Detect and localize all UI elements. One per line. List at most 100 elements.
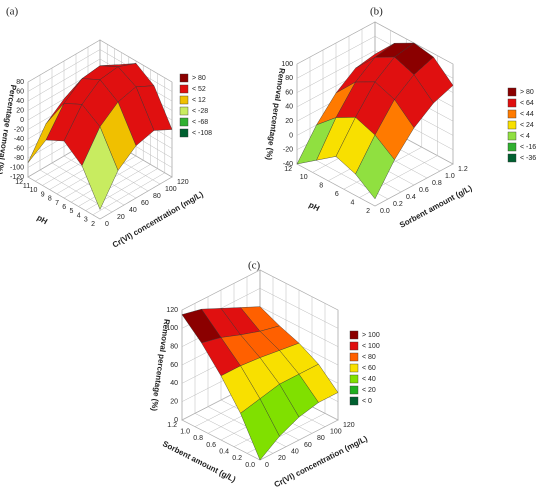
- legend-label: < 40: [362, 376, 376, 383]
- y-tick-label: 60: [304, 442, 312, 449]
- surface-patch: [355, 134, 395, 200]
- legend-swatch: [349, 330, 359, 340]
- panel-label: (b): [370, 6, 383, 18]
- legend-label: < -28: [192, 108, 208, 115]
- y-tick-label: 0: [105, 221, 109, 228]
- legend-swatch: [507, 109, 517, 119]
- x-tick-label: 12: [15, 179, 23, 186]
- x-tick-label: 0.2: [232, 455, 242, 462]
- legend-swatch: [507, 131, 517, 141]
- z-tick-label: 0: [20, 117, 24, 124]
- y-tick-label: 0.6: [419, 187, 429, 194]
- legend-swatch: [349, 374, 359, 384]
- x-axis-label: Sorbent amount (g/L): [161, 439, 237, 484]
- legend-swatch: [349, 363, 359, 373]
- z-tick-label: -20: [283, 147, 293, 154]
- x-axis-label: pH: [35, 213, 49, 226]
- x-axis-label: pH: [307, 200, 321, 213]
- x-tick-label: 1.0: [180, 429, 190, 436]
- y-tick-label: 20: [278, 455, 286, 462]
- grid-line: [27, 39, 173, 83]
- z-tick-label: 80: [285, 75, 293, 82]
- y-tick-label: 0.4: [406, 194, 416, 201]
- panel-label: (c): [248, 260, 261, 272]
- surface-patch: [240, 398, 280, 461]
- y-tick-label: 100: [165, 186, 177, 193]
- legend-swatch: [179, 95, 189, 105]
- x-tick-label: 12: [284, 166, 292, 173]
- x-tick-label: 0.6: [206, 442, 216, 449]
- z-tick-label: 20: [285, 118, 293, 125]
- y-tick-label: 0.0: [380, 208, 390, 215]
- legend-label: < 44: [520, 111, 534, 118]
- x-tick-label: 4: [77, 212, 81, 219]
- z-axis-label: Removal percentage (%): [149, 318, 171, 412]
- legend-label: > 100: [362, 332, 380, 339]
- z-tick-label: -20: [14, 126, 24, 133]
- x-tick-label: 8: [319, 183, 323, 190]
- y-tick-label: 1.2: [458, 166, 468, 173]
- y-axis-label: Sorbent amount (g/L): [398, 183, 474, 229]
- legend-label: < 64: [520, 100, 534, 107]
- y-tick-label: 0.2: [393, 201, 403, 208]
- y-tick-label: 40: [291, 449, 299, 456]
- legend-label: < 60: [362, 365, 376, 372]
- legend-label: < -68: [192, 119, 208, 126]
- z-tick-label: 20: [16, 107, 24, 114]
- legend-swatch: [349, 352, 359, 362]
- z-tick-label: 40: [16, 98, 24, 105]
- legend-swatch: [507, 153, 517, 163]
- z-tick-label: -80: [14, 155, 24, 162]
- x-tick-label: 2: [91, 221, 95, 228]
- z-tick-label: 100: [281, 61, 293, 68]
- grid-line: [181, 269, 339, 311]
- y-tick-label: 80: [153, 193, 161, 200]
- z-tick-label: -120: [10, 174, 24, 181]
- z-tick-label: 100: [166, 325, 178, 332]
- y-tick-label: 40: [129, 207, 137, 214]
- legend-label: < 52: [192, 86, 206, 93]
- z-tick-label: 0: [289, 132, 293, 139]
- x-tick-label: 4: [350, 199, 354, 206]
- x-tick-label: 3: [84, 217, 88, 224]
- z-tick-label: 40: [285, 104, 293, 111]
- legend-swatch: [507, 142, 517, 152]
- grid-line: [296, 21, 454, 65]
- panel-label: (a): [6, 6, 19, 18]
- x-tick-label: 2: [366, 208, 370, 215]
- legend-label: < -16: [520, 144, 536, 151]
- x-tick-label: 11: [23, 183, 30, 190]
- legend-label: < 24: [520, 122, 534, 129]
- z-tick-label: 80: [16, 79, 24, 86]
- legend-label: > 80: [192, 75, 206, 82]
- z-tick-label: 60: [16, 88, 24, 95]
- x-tick-label: 6: [335, 191, 339, 198]
- y-tick-label: 1.0: [445, 173, 455, 180]
- y-tick-label: 80: [317, 435, 325, 442]
- legend-label: < 80: [362, 354, 376, 361]
- z-tick-label: 0: [174, 417, 178, 424]
- legend-swatch: [179, 73, 189, 83]
- z-tick-label: -40: [14, 136, 24, 143]
- x-tick-label: 8: [48, 196, 52, 203]
- legend-swatch: [349, 385, 359, 395]
- legend-swatch: [507, 87, 517, 97]
- x-tick-label: 10: [300, 174, 308, 181]
- x-tick-label: 1.2: [167, 422, 177, 429]
- z-tick-label: 40: [170, 380, 178, 387]
- legend-label: < 20: [362, 387, 376, 394]
- x-tick-label: 0.8: [193, 435, 203, 442]
- z-tick-label: 80: [170, 344, 178, 351]
- legend-swatch: [507, 98, 517, 108]
- x-tick-label: 0.0: [245, 462, 255, 469]
- legend-label: < 4: [520, 133, 530, 140]
- legend-label: > 80: [520, 89, 534, 96]
- surface-patch: [81, 126, 119, 211]
- z-tick-label: -60: [14, 145, 24, 152]
- y-tick-label: 0: [265, 462, 269, 469]
- z-tick-label: 20: [170, 399, 178, 406]
- z-tick-label: 60: [170, 362, 178, 369]
- legend-swatch: [179, 84, 189, 94]
- grid-line: [27, 49, 173, 92]
